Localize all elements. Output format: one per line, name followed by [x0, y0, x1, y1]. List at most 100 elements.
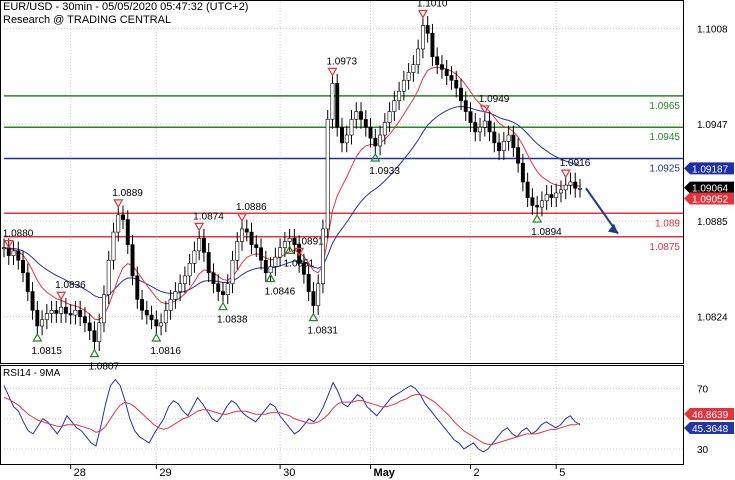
- candle-body: [520, 162, 525, 183]
- level-lines: 1.0965 1.0945 1.0925 1.089 1.0875: [4, 95, 683, 253]
- rsi-tag: [684, 408, 734, 420]
- swing-low-label: 1.0933: [369, 166, 400, 177]
- swing-high-label: 1.0836: [55, 280, 86, 291]
- swing-high-label: 1.1010: [417, 0, 448, 9]
- down-triangle-marker: [327, 67, 338, 77]
- candle-body: [320, 228, 325, 285]
- candle-body: [140, 299, 145, 311]
- main-panel-frame: [0, 0, 684, 364]
- candle-body: [211, 272, 216, 285]
- chart-title: EUR/USD - 30min - 05/05/2020 05:47:32 (U…: [3, 1, 249, 13]
- candle-body: [216, 283, 221, 292]
- swing-high-label: 1.0889: [112, 188, 143, 199]
- candle-body: [249, 231, 254, 245]
- candle-body: [240, 228, 244, 242]
- candle-body: [558, 189, 563, 194]
- down-triangle-marker: [294, 247, 305, 257]
- swing-low-label: 1.0846: [265, 287, 296, 298]
- candle-body: [25, 272, 30, 292]
- candle-body: [144, 310, 149, 316]
- swing-high-label: 1.0916: [560, 158, 591, 169]
- candle-body: [439, 64, 444, 70]
- candle-body: [230, 259, 235, 285]
- candle-body: [278, 247, 283, 258]
- candle-body: [325, 119, 330, 230]
- candle-body: [459, 87, 463, 101]
- price-tick-label: 1.0885: [697, 217, 728, 228]
- down-triangle-marker: [194, 222, 205, 232]
- up-triangle-marker: [32, 332, 43, 342]
- candle-body: [301, 263, 306, 275]
- candle-body: [82, 316, 87, 324]
- swing-low-label: 1.0838: [217, 315, 248, 326]
- candle-body: [344, 134, 349, 144]
- candle-body: [182, 275, 187, 285]
- candle-body: [406, 72, 411, 81]
- candle-body: [263, 259, 268, 274]
- forecast-arrow-head: [608, 223, 618, 234]
- candle-body: [201, 238, 206, 253]
- price-tag: [684, 181, 734, 194]
- rsi-tag: [684, 422, 734, 434]
- time-tick-label: May: [374, 467, 396, 479]
- candle-body: [102, 294, 106, 324]
- candle-body: [549, 194, 554, 198]
- candle-body: [268, 266, 273, 274]
- candle-body: [244, 228, 249, 233]
- candle-body: [30, 291, 35, 311]
- time-tick-label: 5: [559, 467, 565, 479]
- candle-body: [16, 250, 21, 261]
- candle-body: [192, 250, 197, 264]
- candle-body: [539, 200, 544, 208]
- candle-body: [487, 120, 492, 133]
- candle-body: [535, 205, 540, 208]
- swing-low-label: 1.0894: [531, 227, 562, 238]
- candle-body: [116, 214, 121, 233]
- candle-body: [221, 291, 225, 295]
- chart-subtitle: Research @ TRADING CENTRAL: [3, 14, 172, 26]
- up-triangle-marker: [265, 273, 276, 283]
- candle-body: [6, 247, 11, 256]
- candle-body: [35, 310, 40, 327]
- candle-body: [11, 250, 16, 256]
- up-triangle-marker: [89, 348, 100, 358]
- candle-body: [154, 319, 159, 327]
- time-tick-label: 2: [474, 467, 480, 479]
- swing-low-label: 1.0816: [150, 346, 181, 357]
- moving-averages: [3, 66, 581, 321]
- candle-body: [106, 259, 111, 295]
- candle-body: [130, 244, 135, 277]
- swing-high-label: 1.0880: [3, 229, 34, 240]
- candle-body: [363, 119, 368, 128]
- candle-body: [401, 79, 406, 92]
- up-triangle-marker: [370, 152, 381, 162]
- candle-body: [468, 111, 473, 123]
- candle-body: [378, 134, 383, 147]
- candle-body: [416, 48, 421, 65]
- candle-body: [254, 244, 259, 249]
- candle-body: [235, 241, 240, 261]
- swing-low-label: 1.0831: [307, 326, 338, 337]
- candle-body: [340, 126, 344, 144]
- candle-body: [473, 122, 478, 133]
- price-tag: [684, 192, 734, 205]
- candle-body: [40, 319, 45, 327]
- level-label: 1.0965: [649, 101, 680, 112]
- candle-body: [63, 306, 68, 314]
- candle-body: [425, 25, 430, 34]
- candle-body: [430, 33, 435, 58]
- candle-body: [21, 259, 26, 274]
- candle-body: [68, 313, 73, 316]
- candle-body: [530, 197, 535, 206]
- swing-low-label: 1.0815: [31, 346, 62, 357]
- candle-body: [368, 126, 373, 139]
- candle-body: [2, 247, 6, 250]
- swing-high-label: 1.0973: [326, 56, 357, 67]
- candle-body: [282, 241, 287, 249]
- swing-low-label: 1.0807: [88, 362, 119, 373]
- candle-body: [544, 194, 549, 202]
- price-tick-label: 1.0947: [697, 120, 728, 131]
- rsi-panel: [3, 378, 683, 453]
- candle-body: [506, 134, 511, 142]
